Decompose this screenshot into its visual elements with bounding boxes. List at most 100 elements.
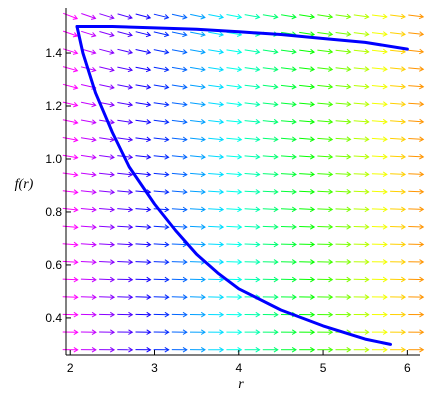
direction-arrow xyxy=(99,101,115,108)
direction-arrow xyxy=(335,83,352,90)
direction-arrow xyxy=(280,83,297,90)
direction-arrow xyxy=(280,206,297,213)
direction-arrow xyxy=(171,346,188,353)
direction-arrow xyxy=(299,83,316,90)
direction-arrow xyxy=(353,171,370,178)
direction-arrow xyxy=(153,154,170,160)
direction-arrow xyxy=(299,329,316,335)
direction-arrow xyxy=(280,241,297,248)
direction-arrow xyxy=(390,346,407,353)
direction-arrow xyxy=(280,294,297,300)
direction-arrow xyxy=(208,311,225,318)
direction-arrow xyxy=(62,66,79,73)
direction-arrow xyxy=(135,329,152,335)
direction-arrow xyxy=(244,48,261,55)
direction-arrow xyxy=(171,206,188,213)
direction-arrow xyxy=(353,329,370,335)
direction-arrow xyxy=(153,206,170,213)
direction-arrow xyxy=(80,101,97,108)
direction-arrow xyxy=(390,101,407,107)
direction-arrow xyxy=(62,101,79,108)
solution-curve-2 xyxy=(75,25,392,346)
direction-arrow xyxy=(390,83,407,90)
direction-arrow xyxy=(62,241,79,248)
direction-arrow xyxy=(317,276,334,283)
y-tick-label: 1.0 xyxy=(45,152,62,166)
y-tick-label: 0.6 xyxy=(45,258,62,272)
direction-arrow xyxy=(244,66,261,72)
direction-arrow xyxy=(390,311,407,318)
direction-arrow xyxy=(335,276,352,283)
direction-arrow xyxy=(153,31,170,38)
y-tick-label: 1.4 xyxy=(45,46,62,60)
direction-arrow xyxy=(190,119,206,125)
direction-arrow xyxy=(80,294,97,300)
direction-arrow xyxy=(189,206,206,213)
direction-arrow xyxy=(408,13,425,20)
direction-arrow xyxy=(353,294,370,300)
direction-arrow xyxy=(408,311,425,318)
direction-arrow xyxy=(189,346,206,353)
direction-arrow xyxy=(62,294,79,300)
direction-arrow xyxy=(208,49,225,55)
direction-arrow xyxy=(371,276,388,283)
direction-arrow xyxy=(117,259,134,265)
direction-arrow xyxy=(335,171,352,178)
direction-arrow xyxy=(353,31,370,37)
direction-arrow xyxy=(371,153,388,160)
direction-arrow xyxy=(299,311,316,318)
direction-arrow xyxy=(80,206,97,213)
direction-arrow xyxy=(390,259,407,265)
direction-arrow xyxy=(99,224,116,230)
direction-arrow xyxy=(335,259,352,265)
direction-arrow xyxy=(226,66,243,72)
direction-arrow xyxy=(117,31,133,38)
direction-arrow xyxy=(62,189,79,195)
direction-arrow xyxy=(171,329,188,335)
direction-arrow xyxy=(208,14,225,20)
direction-arrow xyxy=(262,259,279,265)
direction-arrow xyxy=(80,119,97,125)
direction-arrow xyxy=(408,136,425,142)
direction-arrow xyxy=(135,154,152,160)
direction-arrow xyxy=(62,154,79,160)
direction-arrow xyxy=(153,259,170,265)
direction-arrow xyxy=(262,66,279,72)
direction-arrow xyxy=(408,101,425,107)
direction-arrow xyxy=(62,346,79,353)
direction-arrow xyxy=(262,276,279,283)
direction-arrow xyxy=(189,224,206,230)
direction-arrow xyxy=(190,66,206,73)
direction-arrow xyxy=(280,153,297,160)
direction-arrow xyxy=(153,276,170,283)
direction-arrow xyxy=(208,276,225,283)
direction-arrow xyxy=(190,154,206,160)
direction-arrow xyxy=(135,101,152,108)
direction-arrow xyxy=(280,259,297,265)
direction-arrow xyxy=(80,329,97,336)
direction-arrow xyxy=(280,171,297,178)
direction-arrow xyxy=(226,84,243,90)
direction-arrow xyxy=(80,189,97,195)
direction-arrow xyxy=(99,206,116,213)
direction-arrow xyxy=(171,119,188,125)
direction-arrow xyxy=(99,329,116,335)
direction-arrow xyxy=(262,346,279,353)
direction-arrow xyxy=(153,84,170,90)
direction-arrow xyxy=(408,294,425,300)
direction-arrow xyxy=(171,31,188,38)
direction-arrow xyxy=(371,66,388,72)
direction-arrow xyxy=(244,206,261,213)
direction-arrow xyxy=(153,294,170,300)
direction-arrow xyxy=(135,294,152,300)
direction-arrow xyxy=(189,311,206,318)
solution-curves xyxy=(75,25,409,346)
direction-arrow xyxy=(262,171,279,178)
direction-arrow xyxy=(153,311,170,318)
direction-arrow xyxy=(153,346,170,353)
direction-arrow xyxy=(153,171,170,178)
direction-arrow xyxy=(335,101,352,107)
direction-arrow xyxy=(99,259,116,265)
direction-arrow xyxy=(280,276,297,283)
direction-arrow xyxy=(335,66,352,72)
